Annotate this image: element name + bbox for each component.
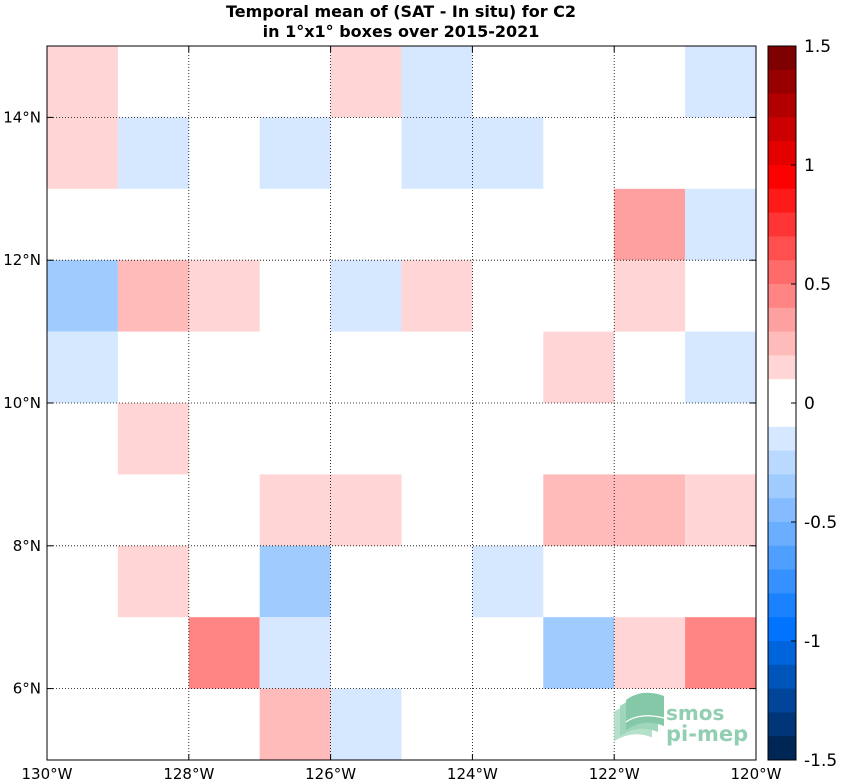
x-tick-label: 120°W — [731, 765, 782, 782]
y-tick-label: 10°N — [3, 394, 41, 412]
colorbar-segment — [768, 93, 796, 118]
logo-text-smos: smos — [666, 701, 724, 725]
heatmap-cell — [543, 331, 615, 403]
colorbar-tick-label: 1 — [804, 156, 815, 176]
heatmap-cell — [543, 617, 615, 689]
colorbar-segment — [768, 450, 796, 475]
y-tick-label: 6°N — [13, 680, 41, 698]
heatmap-cell — [47, 260, 118, 332]
colorbar-segment — [768, 617, 796, 642]
logo-text-pimep: pi-mep — [666, 722, 748, 746]
heatmap-cell — [685, 474, 756, 546]
colorbar-segment — [768, 403, 796, 428]
heatmap-cell — [614, 260, 686, 332]
colorbar-tick-label: -1 — [804, 632, 821, 652]
colorbar-segment — [768, 212, 796, 237]
y-tick-label: 8°N — [13, 537, 41, 555]
heatmap-cell — [330, 688, 402, 760]
colorbar-segment — [768, 188, 796, 213]
colorbar-segment — [768, 355, 796, 380]
heatmap-cell — [47, 331, 118, 403]
heatmap-cells — [47, 46, 756, 760]
colorbar-segment — [768, 426, 796, 451]
heatmap-cell — [614, 474, 686, 546]
colorbar-segment — [768, 260, 796, 285]
x-axis: 130°W 128°W 126°W 124°W 122°W 120°W — [22, 46, 782, 782]
heatmap-cell — [401, 117, 473, 189]
x-tick-label: 130°W — [22, 765, 73, 782]
colorbar-segment — [768, 688, 796, 713]
colorbar-segment — [768, 331, 796, 356]
heatmap-cell — [614, 188, 686, 261]
grid-lines — [47, 46, 756, 760]
heatmap-cell — [330, 474, 402, 546]
heatmap-cell — [117, 117, 189, 189]
colorbar-segment — [768, 474, 796, 499]
heatmap-cell — [259, 474, 331, 546]
colorbar-segment — [768, 498, 796, 523]
heatmap-cell — [685, 617, 756, 689]
colorbar-segment — [768, 141, 796, 166]
y-tick-label: 14°N — [3, 108, 41, 126]
chart-title: Temporal mean of (SAT - In situ) for C2 … — [226, 2, 576, 41]
colorbar-segment — [768, 284, 796, 309]
x-tick-label: 122°W — [589, 765, 640, 782]
y-tick-label: 12°N — [3, 251, 41, 269]
colorbar-tick-label: 1.5 — [804, 37, 831, 57]
colorbar-segment — [768, 712, 796, 737]
heatmap-cell — [259, 688, 331, 760]
smos-pimep-logo: smos pi-mep — [613, 692, 748, 746]
heatmap-cell — [685, 331, 756, 403]
y-axis: 6°N 8°N 10°N 12°N 14°N — [3, 108, 756, 698]
colorbar-segment — [768, 46, 796, 71]
colorbar-segment — [768, 593, 796, 618]
heatmap-cell — [259, 545, 331, 618]
logo-wave-icon — [613, 692, 665, 743]
heatmap-cell — [685, 46, 756, 118]
heatmap-cell — [117, 545, 189, 618]
colorbar-segment — [768, 641, 796, 666]
colorbar-tick-label: 0.5 — [804, 275, 831, 295]
colorbar-segment — [768, 522, 796, 547]
colorbar-tick-label: -0.5 — [804, 513, 837, 533]
colorbar-segment — [768, 236, 796, 261]
heatmap-cell — [330, 46, 402, 118]
heatmap-cell — [259, 617, 331, 689]
colorbar-tick-label: 0 — [804, 394, 815, 414]
colorbar-segment — [768, 379, 796, 404]
x-tick-label: 128°W — [163, 765, 214, 782]
heatmap-cell — [330, 260, 402, 332]
heatmap-cell — [117, 403, 189, 475]
heatmap-cell — [117, 260, 189, 332]
heatmap-cell — [188, 617, 260, 689]
colorbar-segment — [768, 307, 796, 332]
heatmap-cell — [472, 117, 544, 189]
colorbar-segment — [768, 69, 796, 94]
x-tick-label: 126°W — [305, 765, 356, 782]
heatmap-cell — [543, 474, 615, 546]
heatmap-cell — [401, 46, 473, 118]
heatmap-cell — [259, 117, 331, 189]
title-line-2: in 1°x1° boxes over 2015-2021 — [263, 22, 540, 41]
heatmap-cell — [614, 617, 686, 689]
x-tick-label: 124°W — [447, 765, 498, 782]
title-line-1: Temporal mean of (SAT - In situ) for C2 — [226, 2, 576, 21]
colorbar-tick-label: -1.5 — [804, 751, 837, 771]
colorbar-segment — [768, 117, 796, 142]
colorbar-segment — [768, 664, 796, 689]
heatmap-cell — [47, 117, 118, 189]
colorbar-segment — [768, 545, 796, 570]
colorbar — [767, 45, 797, 761]
colorbar-segment — [768, 569, 796, 594]
colorbar-segment — [768, 736, 796, 761]
heatmap-cell — [47, 46, 118, 118]
heatmap-cell — [188, 260, 260, 332]
heatmap-cell — [685, 188, 756, 261]
heatmap-cell — [401, 260, 473, 332]
colorbar-ticks: 1.5 1 0.5 0 -0.5 -1 -1.5 — [791, 37, 837, 771]
colorbar-segment — [768, 165, 796, 190]
heatmap-cell — [472, 545, 544, 618]
